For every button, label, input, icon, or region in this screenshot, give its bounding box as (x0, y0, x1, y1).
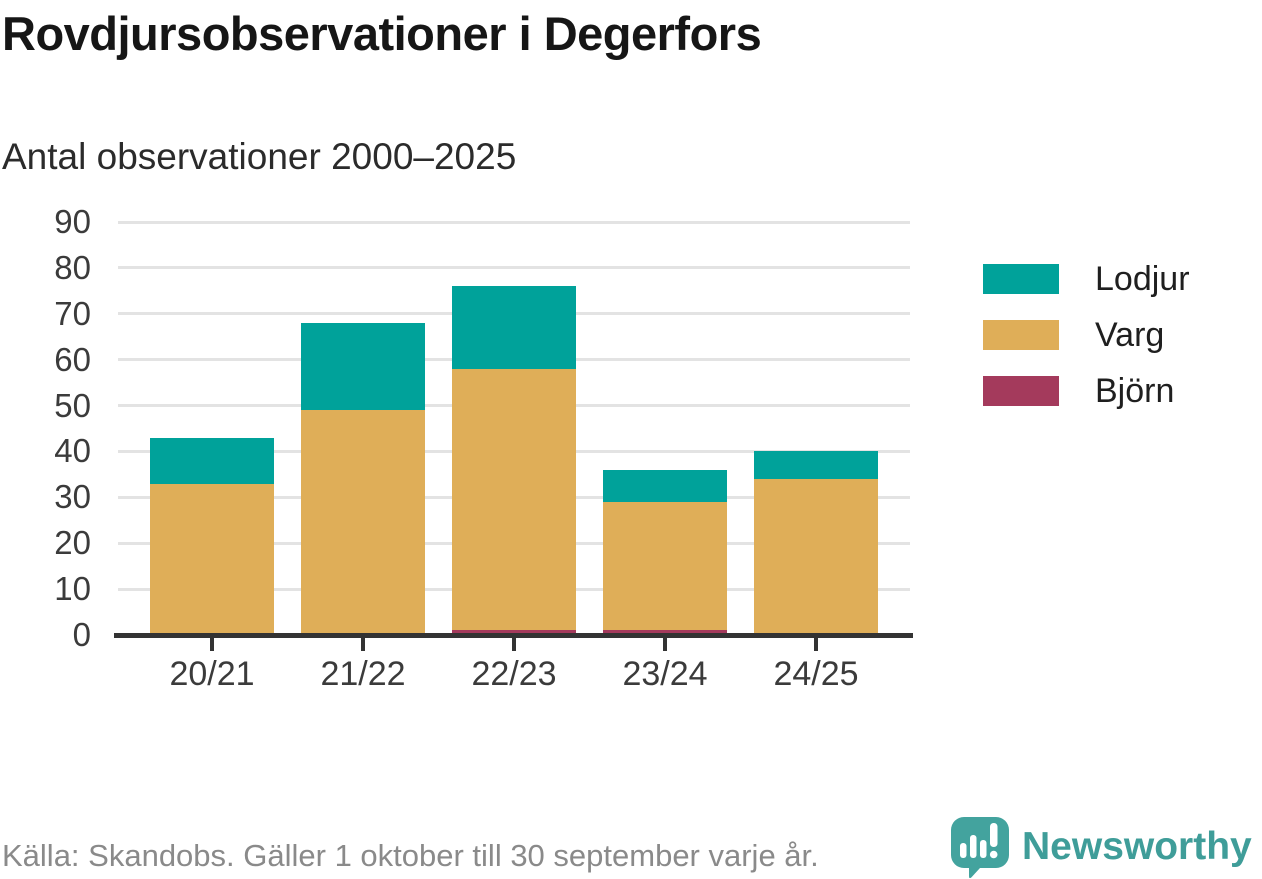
x-tick-20-21 (210, 638, 214, 651)
x-tick-label-24-25: 24/25 (773, 655, 859, 693)
x-tick-23-24 (663, 638, 667, 651)
x-tick-label-23-24: 23/24 (622, 655, 708, 693)
bar-segment-lodjur-22-23 (452, 286, 576, 369)
x-tick-24-25 (814, 638, 818, 651)
x-tick-label-21-22: 21/22 (320, 655, 406, 693)
y-tick-label-80: 80 (54, 248, 91, 286)
legend-swatch-lodjur (983, 264, 1059, 294)
bar-segment-lodjur-23-24 (603, 469, 727, 502)
y-tick-label-70: 70 (54, 294, 91, 332)
legend-item-varg: Varg (983, 316, 1190, 354)
bar-segment-lodjur-24-25 (754, 451, 878, 479)
legend-label-björn: Björn (1095, 372, 1175, 410)
stacked-bar-23-24 (603, 469, 727, 635)
chart-subtitle: Antal observationer 2000–2025 (2, 136, 517, 177)
gridline-y-80 (118, 266, 910, 270)
gridline-y-90 (118, 220, 910, 224)
x-tick-label-20-21: 20/21 (169, 655, 255, 693)
bar-segment-varg-24-25 (754, 478, 878, 635)
y-tick-label-0: 0 (72, 616, 91, 653)
y-tick-label-50: 50 (54, 386, 91, 424)
bar-segment-björn-23-24 (603, 630, 727, 635)
x-axis-line (114, 633, 913, 638)
y-tick-label-40: 40 (54, 432, 91, 470)
legend-label-varg: Varg (1095, 316, 1165, 354)
bar-segment-varg-23-24 (603, 501, 727, 631)
legend-swatch-varg (983, 320, 1059, 350)
brand-name: Newsworthy (1022, 825, 1252, 868)
x-tick-22-23 (512, 638, 516, 651)
bar-segment-varg-22-23 (452, 368, 576, 631)
x-tick-21-22 (361, 638, 365, 651)
y-tick-label-10: 10 (54, 570, 91, 608)
bar-segment-varg-21-22 (301, 410, 425, 635)
bar-segment-lodjur-21-22 (301, 322, 425, 411)
legend-swatch-björn (983, 376, 1059, 406)
y-tick-label-30: 30 (54, 478, 91, 516)
y-tick-label-60: 60 (54, 340, 91, 378)
plot-area (118, 220, 910, 635)
y-tick-label-90: 90 (54, 203, 91, 240)
brand: Newsworthy (950, 816, 1252, 878)
stacked-bar-24-25 (754, 451, 878, 635)
legend-item-björn: Björn (983, 372, 1190, 410)
bar-segment-björn-22-23 (452, 630, 576, 635)
bar-segment-lodjur-20-21 (150, 437, 274, 484)
legend: Lodjur Varg Björn (983, 260, 1190, 432)
stacked-bar-20-21 (150, 437, 274, 635)
stacked-bar-21-22 (301, 322, 425, 635)
source-note: Källa: Skandobs. Gäller 1 oktober till 3… (2, 838, 819, 873)
stacked-bar-22-23 (452, 286, 576, 635)
bar-segment-varg-20-21 (150, 483, 274, 635)
newsworthy-logo-icon (951, 817, 1009, 878)
legend-label-lodjur: Lodjur (1095, 260, 1190, 298)
y-axis-labels: 0 10 20 30 40 50 60 70 80 90 (0, 204, 103, 653)
chart-title: Rovdjursobservationer i Degerfors (2, 7, 762, 60)
y-tick-label-20: 20 (54, 524, 91, 562)
x-tick-label-22-23: 22/23 (471, 655, 557, 693)
legend-item-lodjur: Lodjur (983, 260, 1190, 298)
